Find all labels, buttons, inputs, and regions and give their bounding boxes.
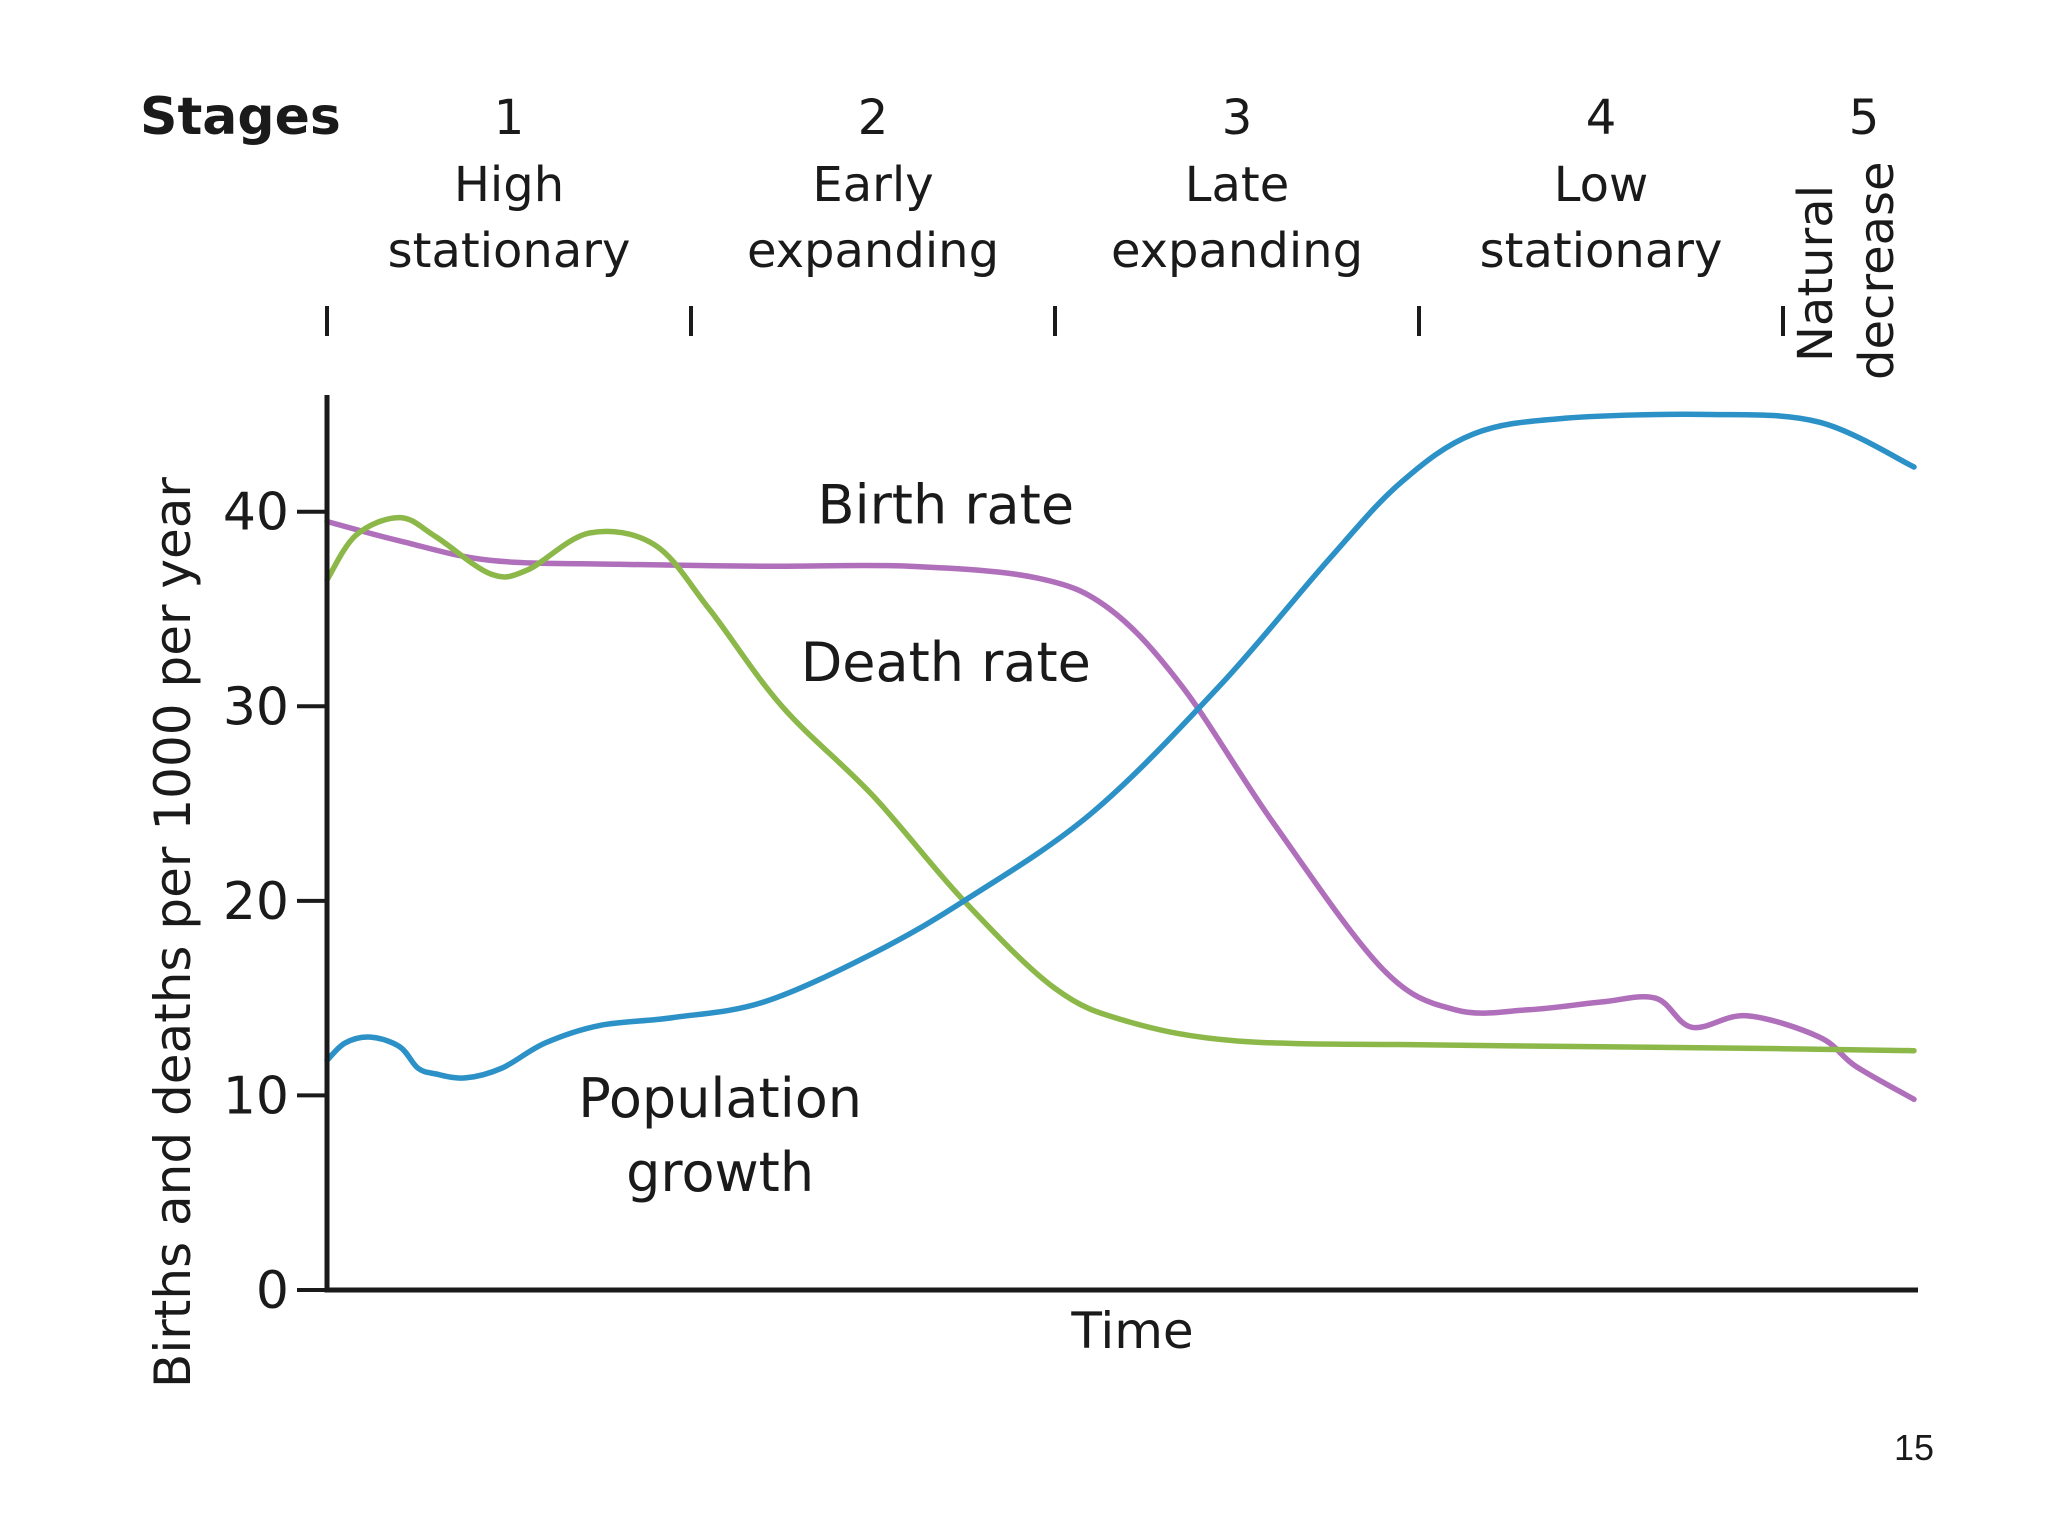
stage-label-line: Low [1554, 157, 1649, 213]
stage-number: 5 [1849, 90, 1880, 146]
stage-label-line: expanding [747, 223, 999, 279]
stages-header: Stages 1 High stationary 2 Early expanding 3 La… [140, 87, 1905, 380]
y-tick-label: 0 [256, 1261, 289, 1321]
series-labels: Birth rate Death rate Population growth [578, 473, 1091, 1203]
stage-number: 2 [858, 90, 889, 146]
y-axis-label: Births and deaths per 1000 per year [144, 477, 202, 1388]
page-number: 15 [1894, 1427, 1934, 1468]
y-tick-label: 30 [223, 677, 289, 737]
death-rate-label: Death rate [801, 631, 1091, 694]
stage-2: 2 Early expanding [747, 90, 999, 279]
stages-title: Stages [140, 87, 341, 147]
stage-4: 4 Low stationary [1480, 90, 1723, 279]
stage-number: 3 [1222, 90, 1253, 146]
population-growth-label: Population growth [578, 1067, 862, 1204]
stage-1: 1 High stationary [388, 90, 631, 279]
axes-frame [324, 395, 1918, 1293]
stage-label-line: stationary [1480, 223, 1723, 279]
death-rate-line [324, 514, 1917, 1054]
stage-number: 4 [1586, 90, 1617, 146]
axes [324, 395, 1918, 1293]
stage-label-line: Early [812, 157, 933, 213]
series-lines [324, 411, 1917, 1103]
stage-number: 1 [494, 90, 525, 146]
stage-label-line: High [454, 157, 564, 213]
birth-rate-label: Birth rate [818, 473, 1075, 536]
plot-area: 0 10 20 30 40 Birth rate Death rate Population… [223, 395, 1918, 1321]
x-axis-label: Time [1070, 1302, 1193, 1360]
stage-dividers [325, 306, 1785, 336]
y-tick-label: 20 [223, 872, 289, 932]
stage-label-line: expanding [1111, 223, 1363, 279]
stage-columns: 1 High stationary 2 Early expanding 3 Late expan… [388, 90, 1905, 380]
stage-label-line: Late [1185, 157, 1290, 213]
y-axis-ticks: 0 10 20 30 40 [223, 483, 327, 1321]
y-tick-label: 10 [223, 1066, 289, 1126]
birth-rate-line [324, 518, 1917, 1103]
stage-label-line: stationary [388, 223, 631, 279]
population-growth-line [324, 411, 1917, 1081]
stage-label-line: decrease [1849, 161, 1905, 380]
y-tick-label: 40 [223, 483, 289, 543]
stage-3: 3 Late expanding [1111, 90, 1363, 279]
stage-label-line: Natural [1788, 185, 1844, 362]
